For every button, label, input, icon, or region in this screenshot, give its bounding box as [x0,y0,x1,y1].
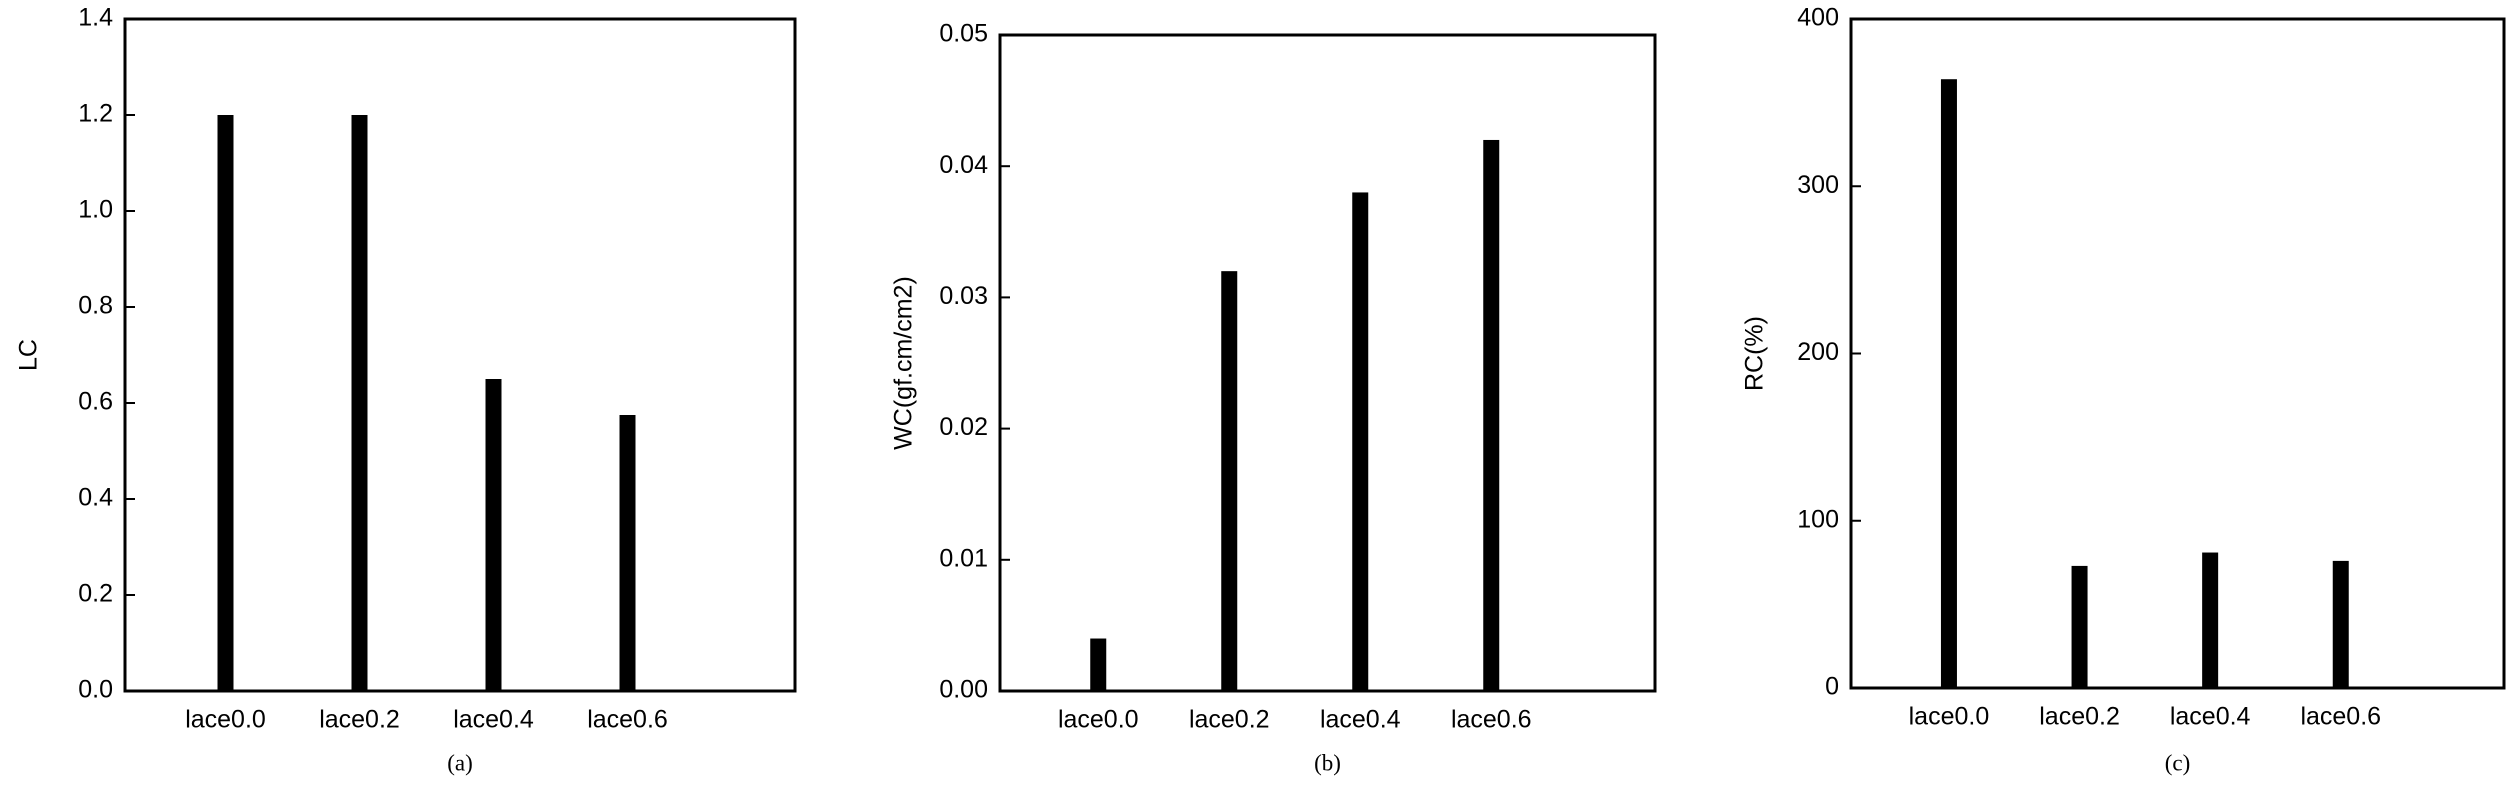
y-tick-label: 0.4 [78,484,113,512]
bar [619,415,636,691]
bar [1352,192,1369,691]
x-tick-label: lace0.6 [2300,703,2381,731]
y-tick-label: 400 [1797,4,1839,32]
plot-frame [123,17,797,693]
bar [1483,139,1500,691]
plot-frame [998,33,1657,693]
y-tick-label: 0 [1825,673,1839,701]
y-tick-label: 1.2 [78,100,113,128]
x-tick-label: lace0.4 [453,706,534,734]
y-tick-label: 100 [1797,505,1839,533]
y-tick-label: 200 [1797,338,1839,366]
x-tick-label: lace0.6 [1451,706,1532,734]
y-tick-label: 0.8 [78,292,113,320]
x-tick-label: lace0.2 [2039,703,2120,731]
caption: (a) [447,750,473,775]
bar [2202,552,2219,688]
y-tick-label: 0.02 [939,413,988,441]
bar [217,115,234,691]
x-tick-label: lace0.4 [1320,706,1401,734]
y-axis-label: WC(gf.cm/cm2) [890,276,918,450]
y-tick-label: 0.6 [78,388,113,416]
x-tick-label: lace0.6 [587,706,668,734]
y-axis-label: RC(%) [1741,316,1769,391]
caption: (b) [1314,750,1341,775]
y-tick-label: 300 [1797,171,1839,199]
bar [2332,560,2349,688]
y-tick-label: 0.03 [939,282,988,310]
y-tick-label: 1.0 [78,196,113,224]
y-tick-label: 0.0 [78,676,113,704]
x-tick-label: lace0.4 [2170,703,2251,731]
x-tick-label: lace0.0 [185,706,266,734]
y-tick-label: 0.00 [939,676,988,704]
bar [351,115,368,691]
bar [2071,565,2088,688]
y-tick-label: 0.04 [939,151,988,179]
bar [1090,638,1107,691]
y-tick-label: 0.2 [78,580,113,608]
bar [485,379,502,691]
caption: (c) [2165,750,2191,775]
bar [1940,79,1957,688]
bar [1221,271,1238,691]
x-tick-label: lace0.0 [1909,703,1990,731]
y-axis-label: LC [15,339,43,371]
y-tick-label: 1.4 [78,4,113,32]
x-tick-label: lace0.0 [1058,706,1139,734]
y-tick-label: 0.01 [939,544,988,572]
plot-frame [1849,17,2506,690]
y-tick-label: 0.05 [939,20,988,48]
x-tick-label: lace0.2 [1189,706,1270,734]
x-tick-label: lace0.2 [319,706,400,734]
